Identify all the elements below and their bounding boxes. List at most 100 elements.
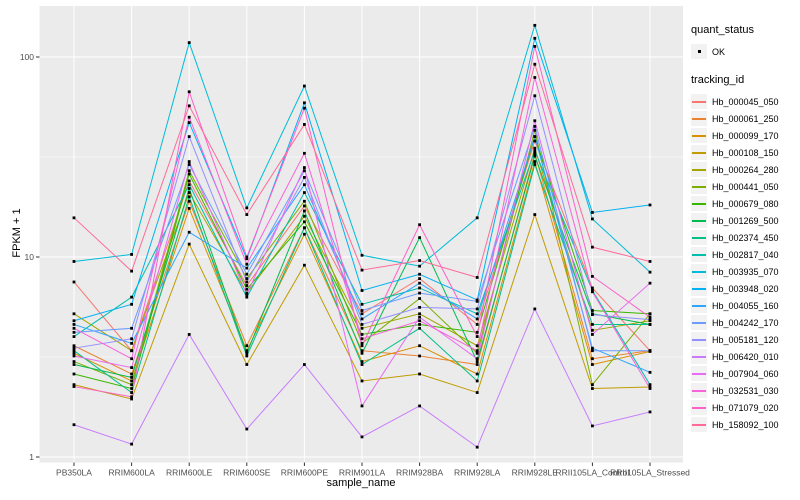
data-point bbox=[303, 226, 306, 230]
legend-item: Hb_002374_450 bbox=[691, 229, 799, 246]
data-point bbox=[72, 326, 76, 330]
data-point bbox=[245, 293, 249, 296]
data-point bbox=[648, 383, 652, 387]
data-point bbox=[533, 151, 537, 155]
legend-item-label: Hb_158092_100 bbox=[712, 419, 779, 430]
legend-line-swatch bbox=[692, 338, 706, 341]
data-point bbox=[591, 274, 594, 278]
data-point bbox=[591, 387, 594, 390]
legend-item-label: Hb_000099_170 bbox=[712, 130, 779, 141]
data-point bbox=[303, 263, 306, 267]
data-point bbox=[187, 160, 191, 163]
legend-key bbox=[691, 145, 707, 160]
legend-item: Hb_158092_100 bbox=[691, 416, 799, 433]
data-point bbox=[72, 330, 76, 334]
legend-line-swatch bbox=[692, 168, 706, 171]
legend-line-swatch bbox=[692, 389, 706, 392]
legend-item: Hb_004242_170 bbox=[691, 314, 799, 331]
x-tick-label: RRIM928LA bbox=[454, 468, 501, 478]
data-point bbox=[187, 191, 191, 194]
data-point bbox=[187, 90, 191, 94]
legend-key bbox=[691, 366, 707, 381]
data-point bbox=[72, 423, 76, 427]
legend-key bbox=[691, 94, 707, 109]
data-point bbox=[245, 266, 249, 270]
data-point bbox=[303, 214, 306, 218]
data-point bbox=[187, 169, 191, 173]
legend-item: Hb_000061_250 bbox=[691, 110, 799, 127]
data-point bbox=[72, 216, 76, 220]
data-point bbox=[475, 323, 479, 326]
legend-line-swatch bbox=[692, 372, 706, 375]
data-point bbox=[591, 211, 594, 214]
legend-item-label: Hb_032531_030 bbox=[712, 385, 779, 396]
legend-quant-status-group: quant_status OK bbox=[691, 24, 799, 60]
data-point bbox=[533, 124, 537, 128]
data-point bbox=[475, 372, 479, 376]
legend-key bbox=[691, 400, 707, 415]
data-point bbox=[648, 370, 652, 374]
legend-item: Hb_006420_010 bbox=[691, 348, 799, 365]
data-point bbox=[418, 326, 421, 330]
data-point bbox=[591, 333, 594, 336]
data-point bbox=[245, 255, 249, 259]
data-point bbox=[245, 277, 249, 280]
data-point bbox=[303, 232, 306, 236]
data-point bbox=[360, 363, 364, 366]
data-point bbox=[475, 360, 479, 363]
data-point bbox=[72, 385, 76, 388]
legend-key bbox=[691, 298, 707, 313]
data-point bbox=[475, 357, 479, 361]
legend-item: Hb_071079_020 bbox=[691, 399, 799, 416]
data-point bbox=[245, 344, 249, 348]
legend-key bbox=[691, 332, 707, 347]
data-point bbox=[303, 166, 306, 169]
legend-item: Hb_000099_170 bbox=[691, 127, 799, 144]
data-point bbox=[130, 387, 133, 390]
data-point bbox=[130, 302, 133, 306]
data-point bbox=[533, 44, 537, 48]
legend-item: Hb_007904_060 bbox=[691, 365, 799, 382]
x-tick-label: RRIM600LA bbox=[108, 468, 155, 478]
data-point bbox=[187, 179, 191, 183]
legend-item-label: Hb_071079_020 bbox=[712, 402, 779, 413]
data-point bbox=[245, 213, 249, 216]
x-tick-label: RRIM928BA bbox=[396, 468, 444, 478]
data-point bbox=[187, 135, 191, 138]
legend-key bbox=[691, 179, 707, 194]
data-point bbox=[187, 163, 191, 166]
data-point bbox=[360, 312, 364, 316]
data-point bbox=[130, 326, 133, 330]
data-point bbox=[130, 383, 133, 387]
data-point bbox=[533, 213, 537, 216]
legend-tracking-id-group: tracking_id Hb_000045_050 Hb_000061_250 Hb… bbox=[691, 74, 799, 433]
data-point bbox=[360, 341, 364, 345]
data-point bbox=[303, 123, 306, 126]
data-point bbox=[72, 360, 76, 363]
legend-line-swatch bbox=[692, 151, 706, 154]
legend-item-label: Hb_001269_500 bbox=[712, 215, 779, 226]
data-point bbox=[72, 372, 76, 376]
data-point bbox=[533, 146, 537, 150]
data-point bbox=[418, 354, 421, 358]
legend-item-label: Hb_006420_010 bbox=[712, 351, 779, 362]
legend-key bbox=[691, 349, 707, 364]
data-point bbox=[303, 84, 306, 88]
data-point bbox=[303, 106, 306, 110]
legend-item: Hb_004055_160 bbox=[691, 297, 799, 314]
data-point bbox=[360, 360, 364, 363]
legend-item: Hb_000108_150 bbox=[691, 144, 799, 161]
data-point bbox=[360, 349, 364, 353]
data-point bbox=[130, 253, 133, 256]
legend-line-swatch bbox=[692, 304, 706, 307]
data-point bbox=[360, 333, 364, 336]
data-point bbox=[475, 276, 479, 279]
data-point bbox=[648, 410, 652, 414]
legend-item-label: Hb_003935_070 bbox=[712, 266, 779, 277]
data-point bbox=[72, 280, 76, 284]
legend-key bbox=[691, 264, 707, 279]
data-point bbox=[72, 323, 76, 326]
legend-key bbox=[691, 162, 707, 177]
